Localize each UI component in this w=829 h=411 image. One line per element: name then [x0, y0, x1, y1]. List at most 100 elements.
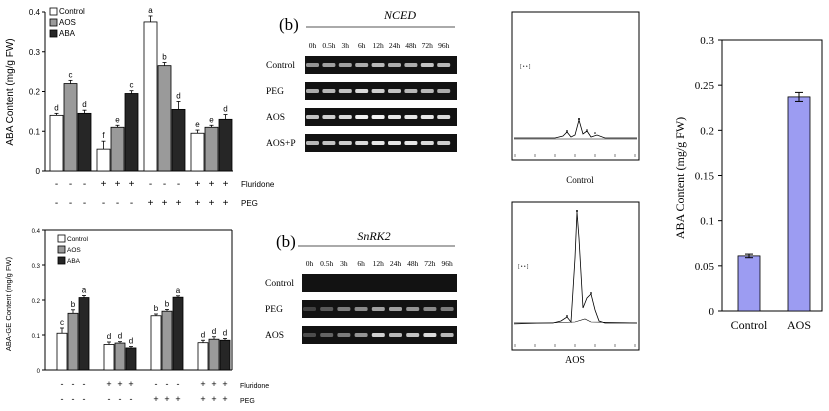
fluridone-sign: +: [128, 379, 133, 389]
significance-letter: d: [212, 327, 216, 336]
significance-letter: d: [82, 100, 86, 109]
y-tick-label: 0.15: [695, 171, 715, 183]
snrk2-gel-panel: (b) SnRK2 0h 0.5h 3h 6h 12h 24h 48h 72h 96h Cont…: [265, 229, 457, 344]
panel-b-label-2: (b): [276, 232, 296, 251]
gel-band: [303, 307, 316, 311]
significance-letter: e: [115, 115, 120, 124]
significance-letter: a: [148, 6, 153, 15]
peg-sign: +: [209, 198, 215, 209]
gel-band: [320, 307, 334, 311]
legend-swatch: [57, 245, 66, 254]
legend-swatch: [49, 18, 58, 27]
significance-letter: b: [165, 299, 170, 308]
abage-row-label-peg: PEG: [240, 398, 255, 405]
fluridone-sign: +: [200, 379, 205, 389]
peg-sign: -: [83, 394, 86, 404]
y-tick-label: 0.3: [29, 48, 41, 57]
nced-title: NCED: [383, 8, 416, 22]
gel-band: [338, 141, 352, 145]
timepoint-label: 3h: [342, 41, 350, 50]
gel-band: [306, 141, 319, 145]
gel-band: [437, 89, 451, 93]
peg-sign: -: [61, 394, 64, 404]
y-tick-label: 0.2: [700, 125, 714, 137]
y-tick-label: 0.3: [700, 35, 714, 47]
right-bar-chart: ABA Content (mg/g FW) 0 0.05 0.1 0.15 0.2 0.2…: [673, 35, 823, 332]
fluridone-sign: -: [177, 379, 180, 389]
gel-band: [440, 307, 454, 311]
bar: [96, 148, 111, 172]
chromatogram-control-caption: Control: [566, 175, 594, 185]
bar: [204, 126, 219, 172]
legend-swatch: [57, 234, 66, 243]
gel-band: [355, 115, 369, 119]
y-tick-label: 0.1: [700, 216, 714, 228]
y-tick-label: 0: [36, 167, 41, 176]
peg-sign: +: [176, 198, 182, 209]
y-tick-label: 0.4: [32, 229, 41, 235]
gel-band: [388, 141, 401, 145]
gel-band: [338, 89, 352, 93]
gel-band: [371, 141, 385, 145]
significance-letter: c: [130, 81, 134, 90]
y-tick-label: 0: [709, 306, 715, 318]
gel-band: [306, 63, 319, 67]
legend-swatch: [49, 7, 58, 16]
x-category-label: Control: [731, 318, 768, 332]
gel-band: [404, 89, 418, 93]
fluridone-sign: -: [149, 179, 152, 190]
gel-band: [406, 333, 420, 337]
timepoint-label: 96h: [441, 259, 453, 268]
gel-band: [423, 333, 437, 337]
gel-band: [371, 63, 385, 67]
timepoint-label: 12h: [373, 259, 385, 268]
significance-letter: d: [201, 330, 205, 339]
abage-bar-chart: ABA-GE Content (mg/g FW) 0 0.1 0.2 0.3 0.4 c…: [4, 229, 269, 405]
x-category-label: AOS: [787, 318, 811, 332]
gel-row-label: AOS: [265, 331, 284, 341]
peg-sign: -: [83, 198, 86, 209]
fluridone-sign: -: [166, 379, 169, 389]
timepoint-label: 0.5h: [320, 259, 333, 268]
legend-label: ABA: [59, 29, 76, 38]
y-tick-label: 0.2: [29, 88, 41, 97]
bar: [67, 312, 79, 371]
gel-band: [371, 307, 385, 311]
bar: [63, 83, 78, 172]
gel-band: [306, 115, 319, 119]
peg-sign: +: [195, 198, 201, 209]
timepoint-label: 3h: [340, 259, 348, 268]
chromatogram-control: [ • • ] Control: [511, 11, 640, 185]
fluridone-sign: -: [83, 179, 86, 190]
peg-sign: +: [153, 394, 158, 404]
peg-sign: +: [222, 394, 227, 404]
peg-sign: -: [102, 198, 105, 209]
legend-swatch: [57, 256, 66, 265]
peg-sign: -: [116, 198, 119, 209]
gel-band: [404, 141, 418, 145]
bar: [171, 108, 186, 172]
gel-band: [406, 307, 420, 311]
fluridone-sign: -: [69, 179, 72, 190]
control-trace: [514, 118, 637, 139]
bar: [110, 126, 125, 172]
timepoint-label: 6h: [357, 259, 365, 268]
bar: [150, 315, 162, 371]
fluridone-sign: +: [117, 379, 122, 389]
significance-letter: d: [54, 103, 58, 112]
timepoint-label: 0h: [309, 41, 317, 50]
bar: [787, 96, 811, 312]
gel-band: [420, 141, 434, 145]
gel-band: [437, 63, 451, 67]
fluridone-sign: +: [222, 379, 227, 389]
timepoint-label: 72h: [422, 41, 434, 50]
significance-letter: b: [162, 52, 167, 61]
chromatogram-aos-caption: AOS: [565, 355, 585, 366]
bar: [197, 342, 209, 371]
snrk2-title: SnRK2: [357, 229, 390, 243]
gel-band: [389, 333, 402, 337]
fluridone-sign: +: [115, 179, 121, 190]
bar: [49, 114, 64, 172]
bar: [190, 132, 205, 172]
gel-band: [437, 141, 451, 145]
